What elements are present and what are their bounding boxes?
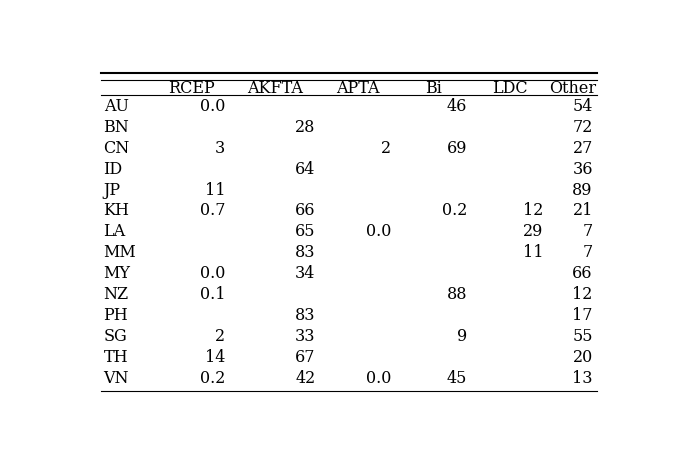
- Text: APTA: APTA: [336, 80, 379, 97]
- Text: 0.2: 0.2: [200, 369, 225, 386]
- Text: 83: 83: [295, 244, 315, 261]
- Text: 67: 67: [295, 348, 315, 365]
- Text: SG: SG: [104, 327, 127, 344]
- Text: VN: VN: [104, 369, 129, 386]
- Text: 12: 12: [573, 286, 593, 303]
- Text: 13: 13: [572, 369, 593, 386]
- Text: 72: 72: [573, 119, 593, 136]
- Text: 11: 11: [523, 244, 543, 261]
- Text: 66: 66: [295, 202, 315, 219]
- Text: 9: 9: [457, 327, 467, 344]
- Text: 46: 46: [447, 98, 467, 115]
- Text: 65: 65: [295, 223, 315, 240]
- Text: 11: 11: [205, 181, 225, 198]
- Text: 88: 88: [447, 286, 467, 303]
- Text: BN: BN: [104, 119, 129, 136]
- Text: 0.0: 0.0: [366, 223, 392, 240]
- Text: 17: 17: [572, 307, 593, 324]
- Text: TH: TH: [104, 348, 128, 365]
- Text: MM: MM: [104, 244, 136, 261]
- Text: 3: 3: [215, 139, 225, 156]
- Text: AKFTA: AKFTA: [247, 80, 302, 97]
- Text: 0.0: 0.0: [366, 369, 392, 386]
- Text: LDC: LDC: [492, 80, 527, 97]
- Text: 0.1: 0.1: [200, 286, 225, 303]
- Text: 20: 20: [573, 348, 593, 365]
- Text: MY: MY: [104, 265, 131, 282]
- Text: 64: 64: [296, 160, 315, 177]
- Text: 0.7: 0.7: [200, 202, 225, 219]
- Text: RCEP: RCEP: [168, 80, 215, 97]
- Text: 0.0: 0.0: [200, 98, 225, 115]
- Text: 7: 7: [582, 244, 593, 261]
- Text: JP: JP: [104, 181, 121, 198]
- Text: 66: 66: [572, 265, 593, 282]
- Text: 42: 42: [296, 369, 315, 386]
- Text: ID: ID: [104, 160, 123, 177]
- Text: 83: 83: [295, 307, 315, 324]
- Text: 2: 2: [215, 327, 225, 344]
- Text: KH: KH: [104, 202, 129, 219]
- Text: 55: 55: [572, 327, 593, 344]
- Text: 0.2: 0.2: [442, 202, 467, 219]
- Text: 54: 54: [573, 98, 593, 115]
- Text: 21: 21: [573, 202, 593, 219]
- Text: 12: 12: [523, 202, 543, 219]
- Text: 89: 89: [572, 181, 593, 198]
- Text: 28: 28: [296, 119, 315, 136]
- Text: LA: LA: [104, 223, 126, 240]
- Text: 2: 2: [381, 139, 392, 156]
- Text: CN: CN: [104, 139, 130, 156]
- Text: 36: 36: [572, 160, 593, 177]
- Text: 34: 34: [296, 265, 315, 282]
- Text: 69: 69: [447, 139, 467, 156]
- Text: 29: 29: [523, 223, 543, 240]
- Text: Bi: Bi: [425, 80, 442, 97]
- Text: 45: 45: [447, 369, 467, 386]
- Text: 14: 14: [205, 348, 225, 365]
- Text: AU: AU: [104, 98, 129, 115]
- Text: 0.0: 0.0: [200, 265, 225, 282]
- Text: 7: 7: [582, 223, 593, 240]
- Text: 27: 27: [573, 139, 593, 156]
- Text: PH: PH: [104, 307, 128, 324]
- Text: 33: 33: [295, 327, 315, 344]
- Text: Other: Other: [549, 80, 596, 97]
- Text: NZ: NZ: [104, 286, 129, 303]
